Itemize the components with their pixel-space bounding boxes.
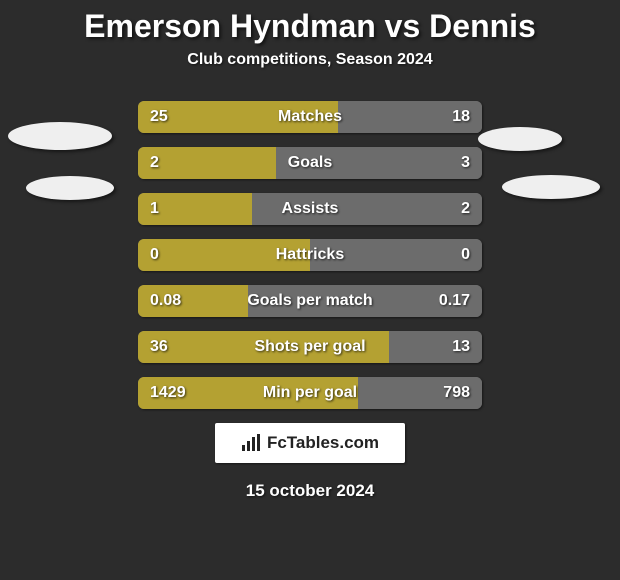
decorative-ellipse [478,127,562,151]
subtitle: Club competitions, Season 2024 [0,51,620,69]
stat-row: 00Hattricks [138,239,482,271]
bar-left [138,377,358,409]
bar-left [138,147,276,179]
bar-left [138,193,252,225]
bar-right [338,101,482,133]
bar-right [389,331,482,363]
bar-right [252,193,482,225]
bar-right [276,147,482,179]
decorative-ellipse [502,175,600,199]
attribution-badge: FcTables.com [215,423,405,463]
bar-right [358,377,482,409]
stat-row: 2518Matches [138,101,482,133]
bar-left [138,285,248,317]
attribution-text: FcTables.com [267,433,379,453]
date-text: 15 october 2024 [0,481,620,501]
chart-icon [241,434,261,452]
stat-row: 12Assists [138,193,482,225]
stat-row: 23Goals [138,147,482,179]
stat-row: 3613Shots per goal [138,331,482,363]
decorative-ellipse [26,176,114,200]
decorative-ellipse [8,122,112,150]
bar-right [310,239,482,271]
page-title: Emerson Hyndman vs Dennis [0,0,620,45]
bar-left [138,101,338,133]
stat-row: 1429798Min per goal [138,377,482,409]
bar-right [248,285,482,317]
stat-row: 0.080.17Goals per match [138,285,482,317]
bar-left [138,239,310,271]
bar-left [138,331,389,363]
